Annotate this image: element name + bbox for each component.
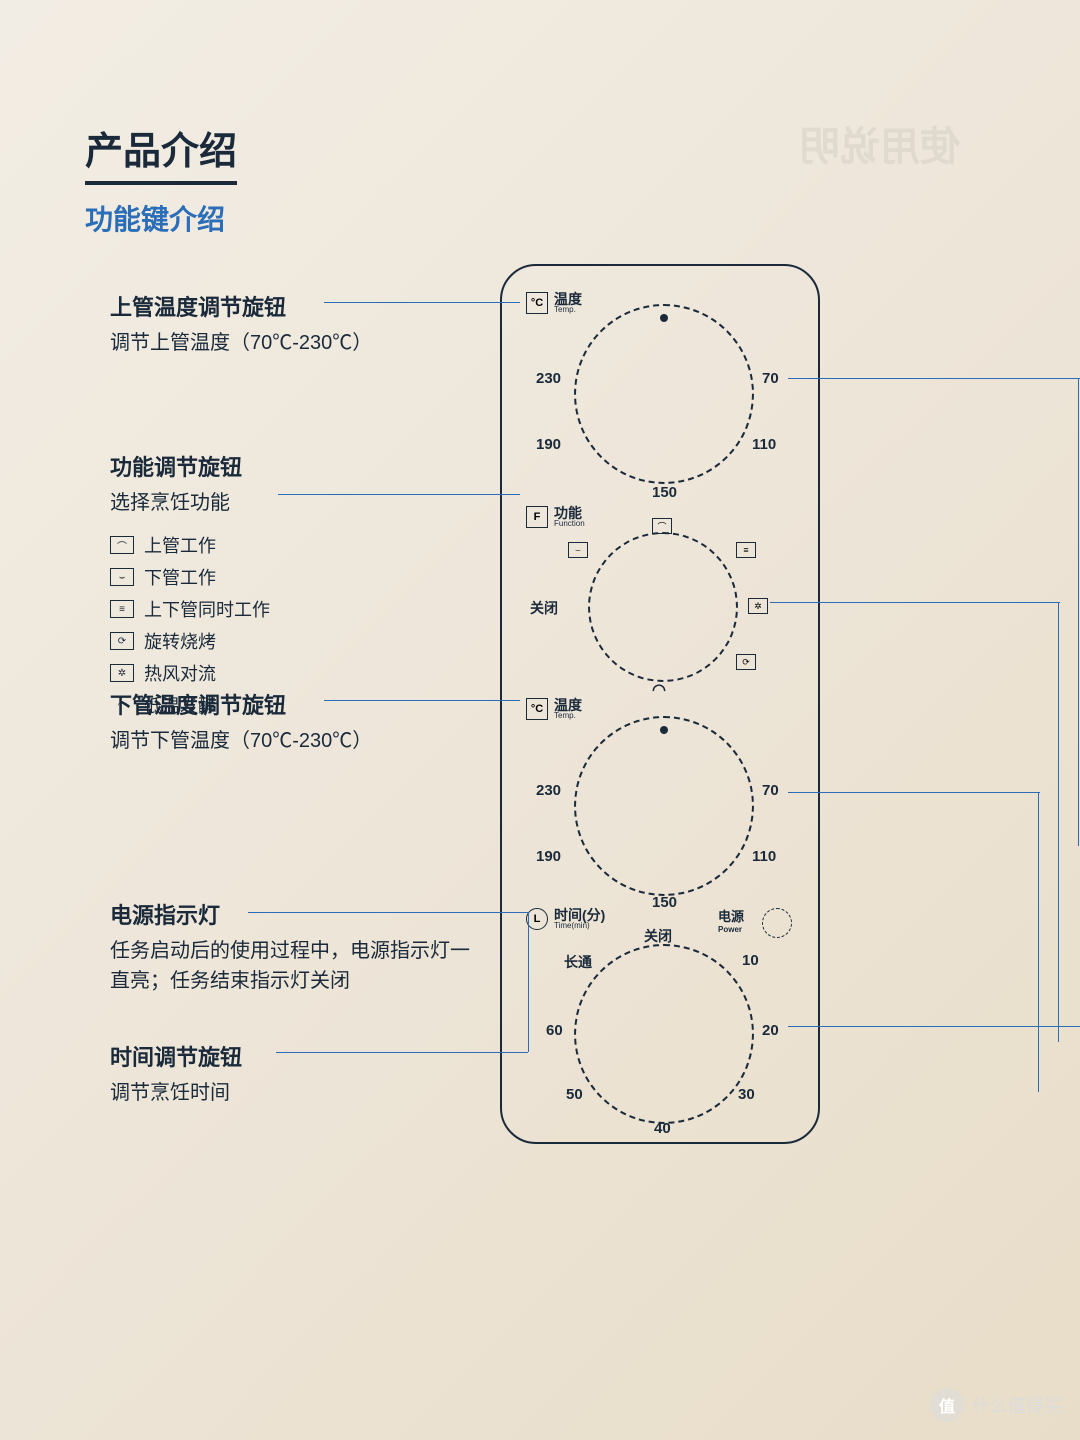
leader-line <box>324 700 520 701</box>
tick-190: 190 <box>536 436 561 453</box>
label-timer: 时间调节旋钮 调节烹饪时间 <box>110 1040 242 1108</box>
time-always: 长通 <box>564 952 592 972</box>
tick-230: 230 <box>536 782 561 799</box>
power-label: 电源 Power <box>718 906 744 934</box>
leader-line <box>324 302 520 303</box>
tick-110: 110 <box>752 848 776 865</box>
clock-icon: L <box>526 908 548 930</box>
label-lower-temp: 下管温度调节旋钮 调节下管温度（70℃-230℃） <box>110 688 372 756</box>
time-header: L 时间(分) Time(min) <box>526 908 605 930</box>
label-upper-temp: 上管温度调节旋钮 调节上管温度（70℃-230℃） <box>110 290 372 358</box>
bottom-heat-icon: ⌣ <box>568 542 588 558</box>
time-off: 关闭 <box>644 926 672 946</box>
leader-line <box>1058 602 1059 1042</box>
dial-indicator-dot <box>660 314 668 322</box>
convection-icon: ✲ <box>748 598 768 614</box>
tick-70: 70 <box>762 782 779 799</box>
power-led <box>762 908 792 938</box>
top-heat-icon: ⌒ <box>652 518 672 534</box>
tick-150: 150 <box>652 894 677 911</box>
leader-line <box>248 912 528 913</box>
time-60: 60 <box>546 1022 563 1039</box>
time-40: 40 <box>654 1120 671 1137</box>
func-item: ≡上下管同时工作 <box>110 596 270 622</box>
both-heat-icon: ≡ <box>736 542 756 558</box>
top-heat-icon: ⌒ <box>110 536 134 554</box>
time-50: 50 <box>566 1086 583 1103</box>
label-title: 功能调节旋钮 <box>110 450 270 482</box>
label-desc: 调节下管温度（70℃-230℃） <box>110 726 372 756</box>
bleed-text: 使用说明 <box>800 114 960 172</box>
label-desc: 选择烹饪功能 <box>110 488 270 518</box>
func-item: ✲热风对流 <box>110 660 270 686</box>
leader-line <box>1038 792 1039 1092</box>
label-desc: 调节烹饪时间 <box>110 1078 242 1108</box>
function-icon: F <box>526 506 548 528</box>
function-dial[interactable] <box>588 532 738 682</box>
tick-190: 190 <box>536 848 561 865</box>
dial-indicator-dot <box>660 726 668 734</box>
temp-header-lower: °C 温度 Temp. <box>526 698 582 720</box>
leader-line <box>278 494 520 495</box>
func-item: ⌣下管工作 <box>110 564 270 590</box>
timer-dial[interactable] <box>574 944 754 1124</box>
page-title: 产品介绍 <box>85 120 237 185</box>
control-panel: °C 温度 Temp. 70 110 150 190 230 F 功能 Func… <box>500 264 820 1144</box>
lower-temp-dial[interactable] <box>574 716 754 896</box>
func-item: ⌒上管工作 <box>110 532 270 558</box>
label-title: 上管温度调节旋钮 <box>110 290 372 322</box>
func-item: ⟳旋转烧烤 <box>110 628 270 654</box>
tick-110: 110 <box>752 436 776 453</box>
tick-150: 150 <box>652 484 677 501</box>
time-10: 10 <box>742 952 759 969</box>
leader-line <box>770 602 1060 603</box>
leader-line <box>1078 378 1079 846</box>
ferment-icon: ◠ <box>652 680 666 700</box>
watermark: 值 什么值得买 <box>930 1388 1062 1422</box>
label-function: 功能调节旋钮 选择烹饪功能 ⌒上管工作 ⌣下管工作 ≡上下管同时工作 ⟳旋转烧烤… <box>110 450 270 724</box>
label-desc: 调节上管温度（70℃-230℃） <box>110 328 372 358</box>
tick-70: 70 <box>762 370 779 387</box>
label-title: 下管温度调节旋钮 <box>110 688 372 720</box>
rotisserie-icon: ⟳ <box>736 654 756 670</box>
leader-line <box>788 1026 1080 1027</box>
leader-line <box>788 378 1080 379</box>
label-desc: 任务启动后的使用过程中，电源指示灯一直亮；任务结束指示灯关闭 <box>110 936 470 996</box>
label-title: 电源指示灯 <box>110 898 470 930</box>
section-title: 功能键介绍 <box>85 198 225 238</box>
rotisserie-icon: ⟳ <box>110 632 134 650</box>
watermark-text: 什么值得买 <box>972 1392 1062 1418</box>
function-header: F 功能 Function <box>526 506 585 528</box>
temp-header-upper: °C 温度 Temp. <box>526 292 582 314</box>
celsius-icon: °C <box>526 292 548 314</box>
time-30: 30 <box>738 1086 755 1103</box>
both-heat-icon: ≡ <box>110 600 134 618</box>
time-20: 20 <box>762 1022 779 1039</box>
upper-temp-dial[interactable] <box>574 304 754 484</box>
leader-line <box>528 912 529 1052</box>
func-off-label: 关闭 <box>530 598 558 618</box>
bottom-heat-icon: ⌣ <box>110 568 134 586</box>
leader-line <box>276 1052 528 1053</box>
label-title: 时间调节旋钮 <box>110 1040 242 1072</box>
celsius-icon: °C <box>526 698 548 720</box>
leader-line <box>788 792 1040 793</box>
tick-230: 230 <box>536 370 561 387</box>
convection-icon: ✲ <box>110 664 134 682</box>
watermark-badge-icon: 值 <box>930 1388 964 1422</box>
